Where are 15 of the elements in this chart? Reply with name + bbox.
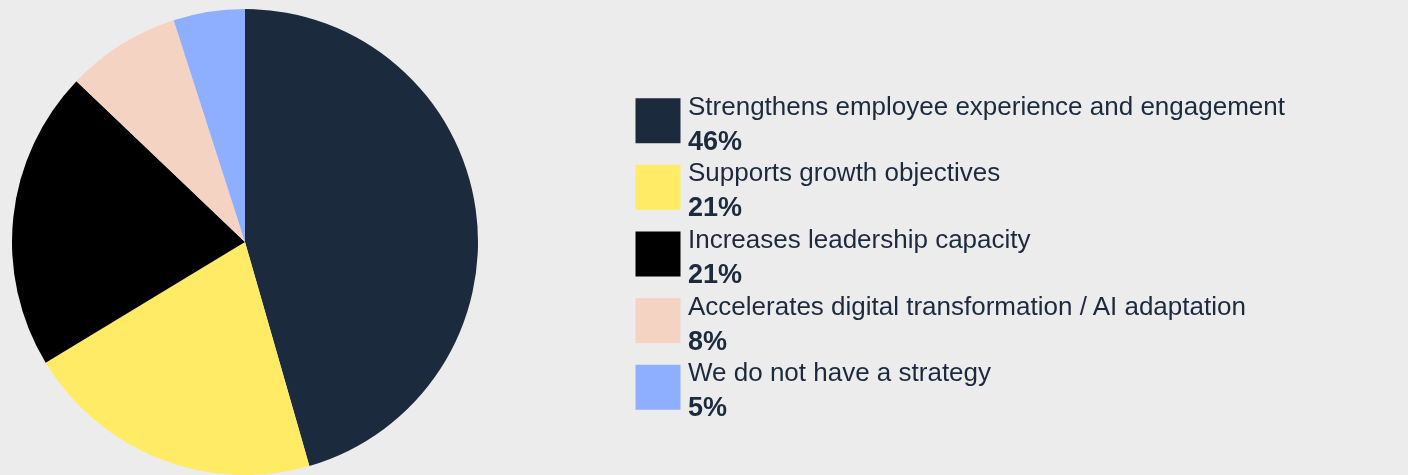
data-label: 21% [688,259,743,289]
data-label: 5% [688,392,728,423]
legend-label: Strengthens employee experience and engagement [688,90,1286,121]
pie-slice [12,81,245,363]
data-label: 21% [688,192,743,223]
legend-label: Accelerates digital transformation / AI adaptation [688,290,1246,321]
legend-label: Increases leadership capacity [688,224,1031,254]
pie-slice [76,20,245,242]
data-label: 46% [688,125,743,156]
legend-label: Supports growth objectives [688,157,1001,188]
data-label: 8% [688,325,728,356]
pie-slice [45,242,310,475]
legend-label: We do not have a strategy [688,357,992,388]
pie-slice [173,9,245,242]
pie-slice [245,9,478,466]
